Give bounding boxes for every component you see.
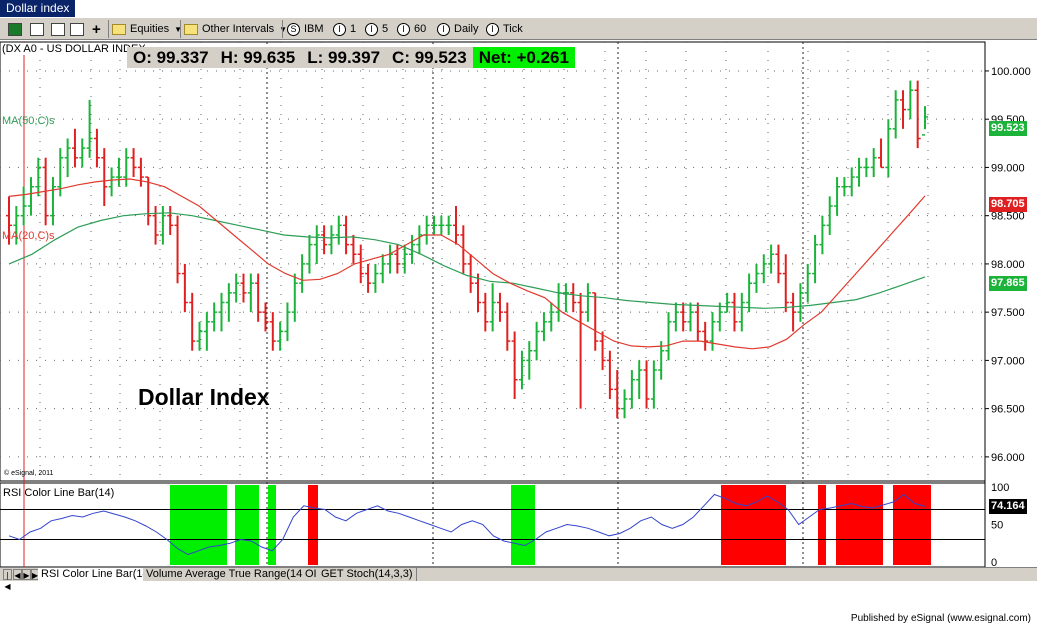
folder-icon [184, 23, 198, 35]
ohlc-open: O: 99.337 [127, 47, 215, 68]
interval-60[interactable]: I 60 [397, 21, 426, 37]
rsi-overbought-zone [308, 485, 318, 565]
price-tick-label: 96.000 [991, 452, 1025, 464]
grid-icon[interactable] [70, 21, 86, 37]
layout-icon[interactable] [30, 21, 46, 37]
tab-rsi[interactable]: RSI Color Line Bar(14) [38, 568, 157, 581]
price-tick-label: 98.000 [991, 259, 1025, 271]
window-titlebar: Dollar index [0, 0, 1037, 17]
rsi-tick-label: 100 [991, 482, 1009, 494]
last-price-label: 99.523 [989, 121, 1027, 136]
interval-icon: I [365, 22, 378, 36]
tab-atr[interactable]: Average True Range(14) [182, 568, 310, 581]
price-tick-label: 96.500 [991, 404, 1025, 416]
interval-label: 1 [350, 23, 357, 35]
price-tick-label: 99.000 [991, 162, 1025, 174]
chevron-down-icon: ▼ [174, 24, 183, 34]
price-tick-label: 97.500 [991, 307, 1025, 319]
interval-ibm[interactable]: S IBM [287, 21, 324, 37]
rsi-tick-label: 0 [991, 557, 997, 567]
footer-credit: Published by eSignal (www.esignal.com) [850, 613, 1031, 624]
price-pane [0, 41, 986, 482]
symbol-header: (DX A0 - US DOLLAR INDEX [2, 43, 146, 55]
rsi-oversold-zone [170, 485, 227, 565]
tab-volume[interactable]: Volume [143, 568, 187, 581]
ma50-price-label: 97.865 [989, 276, 1027, 291]
ohlc-close: C: 99.523 [386, 47, 473, 68]
interval-label: IBM [304, 23, 324, 35]
chart-icon[interactable] [8, 21, 24, 37]
price-tick-label: 98.500 [991, 211, 1025, 223]
window-title: Dollar index [0, 0, 76, 17]
other-intervals-label: Other Intervals [202, 23, 275, 35]
rsi-overbought-zone [818, 485, 826, 565]
rsi-tick-label: 50 [991, 520, 1003, 532]
other-intervals-menu[interactable]: Other Intervals ▼ [184, 21, 287, 37]
rsi-line [8, 493, 926, 556]
rsi-overbought-zone [836, 485, 883, 565]
add-icon[interactable]: + [92, 20, 101, 38]
prev-tab-icon[interactable]: ◀ [13, 569, 22, 580]
equities-menu[interactable]: Equities ▼ [112, 21, 182, 37]
ma20-price-label: 98.705 [989, 197, 1027, 212]
folder-icon [112, 23, 126, 35]
interval-icon: I [437, 22, 450, 36]
first-tab-icon[interactable]: |◀ [3, 569, 12, 591]
rsi-value-label: 74.164 [989, 499, 1027, 514]
interval-label: 5 [382, 23, 389, 35]
chevron-down-icon: ▼ [279, 24, 288, 34]
tab-stoch[interactable]: GET Stoch(14,3,3) [318, 568, 417, 581]
interval-icon: I [333, 22, 346, 36]
indicator-tabs: |◀ ◀ ▶ ▶| RSI Color Line Bar(14) Volume … [0, 567, 1037, 591]
ma50-line [8, 212, 926, 309]
price-tick-label: 100.000 [991, 66, 1031, 78]
equities-label: Equities [130, 23, 170, 35]
interval-daily[interactable]: I Daily [437, 21, 478, 37]
rsi-overbought-zone [721, 485, 786, 565]
rsi-oversold-zone [511, 485, 535, 565]
interval-label: Daily [454, 23, 479, 35]
price-tick-label: 97.000 [991, 355, 1025, 367]
interval-label: 60 [414, 23, 427, 35]
copy-icon[interactable] [51, 21, 67, 37]
ohlc-net: Net: +0.261 [472, 47, 575, 68]
ohlc-high: H: 99.635 [214, 47, 302, 68]
ma20-label: MA(20,C)s [2, 230, 55, 242]
ohlc-readout: O: 99.337 H: 99.635 L: 99.397 C: 99.523 Net:… [127, 47, 575, 68]
interval-label: Tick [503, 23, 523, 35]
interval-icon: I [486, 22, 499, 36]
interval-icon: S [287, 22, 300, 36]
ohlc-low: L: 99.397 [301, 47, 387, 68]
chart-overlay-title: Dollar Index [138, 384, 270, 410]
rsi-oversold-zone [235, 485, 259, 565]
chart-canvas[interactable]: 100.00099.50099.00098.50098.00097.50097.… [0, 40, 1037, 567]
rsi-overbought-zone [893, 485, 931, 565]
rsi-oversold-zone [268, 485, 276, 565]
interval-icon: I [397, 22, 410, 36]
next-tab-icon[interactable]: ▶ [22, 569, 31, 580]
ma20-line [8, 178, 926, 350]
ma50-label: MA(50,C)s [2, 115, 55, 127]
rsi-label: RSI Color Line Bar(14) [3, 487, 115, 499]
interval-tick[interactable]: I Tick [486, 21, 523, 37]
copyright: © eSignal, 2011 [4, 470, 54, 477]
